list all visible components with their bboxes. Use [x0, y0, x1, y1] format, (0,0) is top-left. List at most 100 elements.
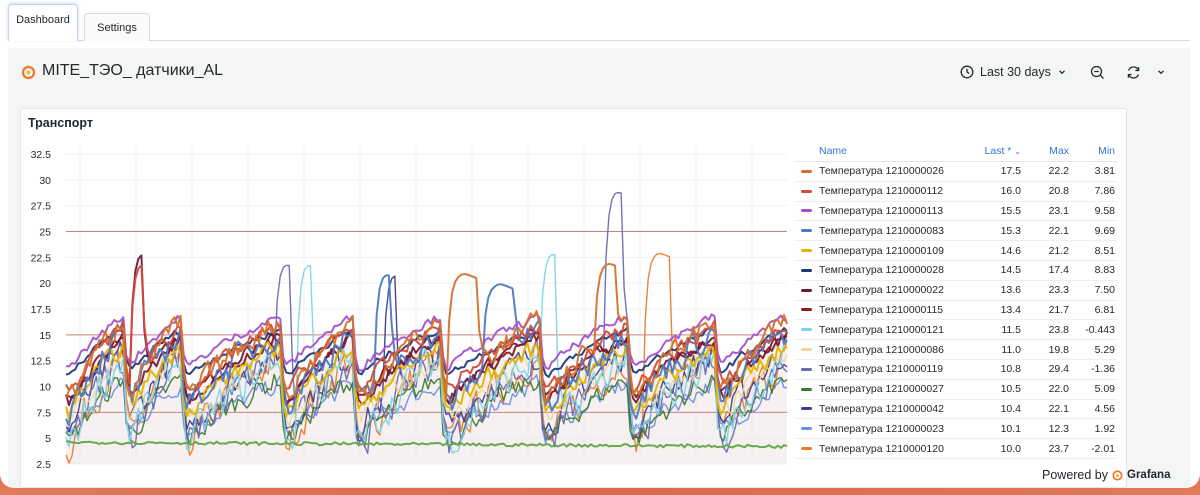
y-tick-label: 10: [39, 382, 51, 394]
powered-by: Powered by Grafana: [1042, 468, 1170, 482]
series-color-swatch: [801, 367, 812, 371]
series-max: 20.8: [1048, 185, 1069, 198]
zoom-out-button[interactable]: [1087, 62, 1107, 82]
chevron-down-icon: [1058, 70, 1065, 75]
legend-row[interactable]: Температура 1210000026 17.5 22.2 3.81: [795, 162, 1117, 182]
legend-series: Температура 1210000042: [795, 403, 961, 415]
time-range-picker[interactable]: Last 30 days: [960, 62, 1067, 82]
legend-row[interactable]: Температура 1210000086 11.0 19.8 5.29: [795, 340, 1117, 360]
legend-series: Температура 1210000086: [795, 344, 961, 356]
legend-col-last-label: Last *: [984, 144, 1012, 157]
series-min: 8.83: [1094, 264, 1115, 277]
series-color-swatch: [801, 328, 812, 332]
series-last: 10.8: [1000, 363, 1021, 376]
legend-row[interactable]: Температура 1210000028 14.5 17.4 8.83: [795, 261, 1117, 281]
series-min: 7.50: [1094, 284, 1115, 297]
legend-col-name[interactable]: Name: [819, 144, 848, 157]
legend-row[interactable]: Температура 1210000083 15.3 22.1 9.69: [795, 221, 1117, 242]
legend-row[interactable]: Температура 1210000121 11.5 23.8 -0.443: [795, 320, 1117, 341]
series-last: 14.5: [1000, 264, 1021, 277]
series-max: 23.7: [1048, 442, 1069, 455]
legend-col-max[interactable]: Max: [1049, 144, 1069, 157]
series-last: 17.5: [1000, 165, 1021, 178]
window-accent: [0, 488, 1200, 495]
legend-series: Температура 1210000115: [795, 304, 961, 316]
legend-row[interactable]: Температура 1210000027 10.5 22.0 5.09: [795, 380, 1117, 400]
series-max: 22.1: [1048, 402, 1069, 415]
powered-by-label: Powered by: [1042, 468, 1109, 482]
dashboard-header: MITE_ТЭО_ датчики_AL Last 30 days: [8, 48, 1190, 96]
legend-series: Температура 1210000121: [795, 324, 961, 336]
series-last: 13.6: [1000, 284, 1021, 297]
series-color-swatch: [801, 348, 812, 352]
legend-row[interactable]: Температура 1210000120 10.0 23.7 -2.01: [795, 439, 1117, 459]
series-name: Температура 1210000023: [819, 422, 944, 435]
series-color-swatch: [801, 427, 812, 431]
series-name: Температура 1210000113: [819, 204, 944, 217]
legend-series: Температура 1210000026: [795, 165, 961, 177]
dashboard-title: MITE_ТЭО_ датчики_AL: [42, 62, 224, 79]
series-max: 22.0: [1048, 383, 1069, 396]
legend-series: Температура 1210000023: [795, 423, 961, 435]
series-name: Температура 1210000026: [819, 165, 944, 178]
legend-row[interactable]: Температура 1210000119 10.8 29.4 -1.36: [795, 360, 1117, 380]
legend-row[interactable]: Температура 1210000023 10.1 12.3 1.92: [795, 419, 1117, 440]
series-name: Температура 1210000120: [819, 442, 944, 455]
series-line: [65, 274, 788, 427]
series-last: 15.5: [1000, 204, 1021, 217]
legend-row[interactable]: Температура 1210000115 13.4 21.7 6.81: [795, 301, 1117, 321]
legend-row[interactable]: Температура 1210000109 14.6 21.2 8.51: [795, 241, 1117, 261]
y-tick-label: 27.5: [31, 201, 52, 213]
legend-row[interactable]: Температура 1210000022 13.6 23.3 7.50: [795, 281, 1117, 301]
series-last: 10.4: [1000, 402, 1021, 415]
series-color-swatch: [801, 169, 812, 173]
y-tick-label: 15: [39, 330, 51, 342]
legend-col-min[interactable]: Min: [1098, 144, 1115, 157]
series-min: 6.81: [1094, 303, 1115, 316]
series-name: Температура 1210000083: [819, 224, 944, 237]
series-color-swatch: [801, 189, 812, 193]
legend-series: Температура 1210000120: [795, 443, 961, 455]
series-max: 23.3: [1048, 284, 1069, 297]
series-color-swatch: [801, 229, 812, 233]
y-tick-label: 30: [39, 175, 51, 187]
series-name: Температура 1210000121: [819, 323, 944, 336]
grafana-logo-icon: [1112, 469, 1123, 481]
series-max: 22.2: [1048, 165, 1069, 178]
tab-settings[interactable]: Settings: [84, 13, 150, 41]
y-tick-label: 32.5: [31, 149, 52, 161]
series-color-swatch: [801, 209, 812, 213]
y-tick-label: 25: [39, 227, 51, 239]
series-last: 16.0: [1000, 185, 1021, 198]
legend-series: Температура 1210000028: [795, 264, 961, 276]
series-max: 23.1: [1048, 204, 1069, 217]
series-max: 19.8: [1048, 343, 1069, 356]
refresh-interval-button[interactable]: [1151, 62, 1171, 82]
series-name: Температура 1210000115: [819, 303, 944, 316]
series-color-swatch: [801, 387, 812, 391]
series-max: 29.4: [1048, 363, 1069, 376]
series-max: 17.4: [1048, 264, 1069, 277]
refresh-button[interactable]: [1123, 62, 1143, 82]
legend-col-last[interactable]: Last * ⌄: [961, 145, 1021, 157]
series-min: 7.86: [1094, 185, 1115, 198]
legend-row[interactable]: Температура 1210000113 15.5 23.1 9.58: [795, 202, 1117, 222]
series-min: -2.01: [1091, 442, 1115, 455]
sort-desc-icon: ⌄: [1014, 146, 1021, 156]
panel-title: Транспорт: [28, 116, 94, 130]
legend-series: Температура 1210000083: [795, 225, 961, 237]
series-max: 12.3: [1048, 422, 1069, 435]
series-name: Температура 1210000086: [819, 343, 944, 356]
legend-series: Температура 1210000027: [795, 383, 961, 395]
series-name: Температура 1210000109: [819, 244, 944, 257]
series-last: 11.5: [1001, 323, 1021, 336]
legend-row[interactable]: Температура 1210000042 10.4 22.1 4.56: [795, 400, 1117, 420]
series-min: 1.92: [1094, 422, 1115, 435]
powered-by-brand: Grafana: [1127, 469, 1171, 481]
series-line: [65, 440, 788, 450]
clock-icon: [960, 65, 974, 79]
legend-row[interactable]: Температура 1210000112 16.0 20.8 7.86: [795, 182, 1117, 202]
time-series-chart[interactable]: 32.5 30 27.5 25 22.5 20 17.5 15 12.5 10 7.5 5 2.5: [21, 109, 791, 488]
tab-dashboard[interactable]: Dashboard: [8, 4, 78, 41]
